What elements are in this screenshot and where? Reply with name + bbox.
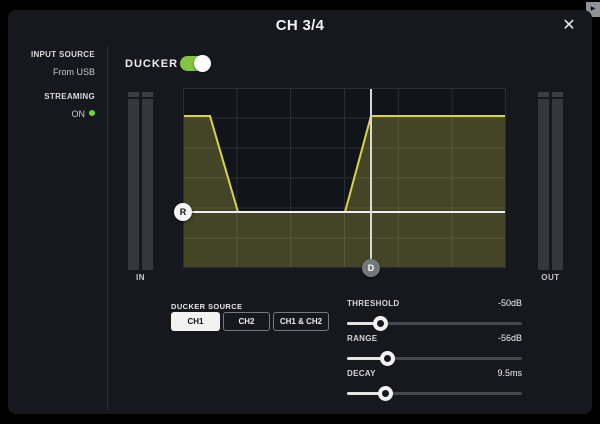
ducker-graph[interactable] <box>183 88 506 268</box>
decay-slider-knob[interactable] <box>378 386 393 401</box>
meter-level-segment <box>552 99 563 270</box>
input-source-label: INPUT SOURCE <box>30 50 95 59</box>
meter-level-segment <box>538 99 549 270</box>
slider-fill <box>347 322 381 325</box>
streaming-on-dot <box>89 110 95 116</box>
decay-slider-row: DECAY 9.5ms <box>347 368 522 401</box>
close-button[interactable]: ✕ <box>556 13 582 39</box>
range-value: -56dB <box>497 333 522 343</box>
ducker-source-ch2-button[interactable]: CH2 <box>223 312 270 331</box>
range-handle-label: R <box>179 207 187 217</box>
meter-level-segment <box>142 99 153 270</box>
meter-clip-segment <box>142 92 153 97</box>
threshold-value: -50dB <box>497 298 522 308</box>
out-meter-label: OUT <box>541 273 560 282</box>
meter-clip-segment <box>538 92 549 97</box>
ducker-toggle-knob[interactable] <box>194 55 211 72</box>
slider-fill <box>347 392 386 395</box>
range-handle[interactable]: R <box>174 203 192 221</box>
streaming-label: STREAMING <box>44 92 95 101</box>
decay-slider[interactable] <box>347 386 522 401</box>
ducker-source-ch1and2-button[interactable]: CH1 & CH2 <box>273 312 329 331</box>
slider-track[interactable] <box>347 322 522 325</box>
panel-divider <box>107 46 108 410</box>
range-label: RANGE <box>347 334 378 343</box>
ducker-source-ch1-button[interactable]: CH1 <box>171 312 220 331</box>
ducker-source-group: CH1 CH2 CH1 & CH2 <box>171 312 329 331</box>
input-source-value: From USB <box>52 67 95 77</box>
in-meter-right-bar <box>142 92 153 270</box>
slider-track[interactable] <box>347 357 522 360</box>
play-triangle-icon: ▶ <box>590 6 596 12</box>
page-title: CH 3/4 <box>275 17 325 34</box>
streaming-status: ON <box>10 109 95 119</box>
meter-clip-segment <box>128 92 139 97</box>
ducker-graph-svg <box>183 88 506 268</box>
decay-handle-label: D <box>367 263 375 273</box>
ducker-source-label: DUCKER SOURCE <box>171 302 243 311</box>
slider-fill <box>347 357 388 360</box>
meter-clip-segment <box>552 92 563 97</box>
meter-level-segment <box>128 99 139 270</box>
in-meter-label: IN <box>136 273 145 282</box>
decay-value: 9.5ms <box>497 368 522 378</box>
range-slider-row: RANGE -56dB <box>347 333 522 366</box>
channel-info-sidebar: INPUT SOURCE From USB STREAMING ON <box>10 50 95 119</box>
threshold-slider-knob[interactable] <box>372 316 388 331</box>
streaming-status-value: ON <box>71 109 86 119</box>
threshold-slider-row: THRESHOLD -50dB <box>347 298 522 331</box>
close-icon: ✕ <box>562 17 576 34</box>
range-slider-knob[interactable] <box>379 351 395 366</box>
range-slider[interactable] <box>347 351 522 366</box>
decay-handle[interactable]: D <box>362 259 380 277</box>
ducker-toggle[interactable] <box>180 55 211 72</box>
ducker-label: DUCKER <box>125 58 179 70</box>
slider-track[interactable] <box>347 392 522 395</box>
threshold-label: THRESHOLD <box>347 299 400 308</box>
out-meter-right-bar <box>552 92 563 270</box>
in-meter-left-bar <box>128 92 139 270</box>
out-meter-left-bar <box>538 92 549 270</box>
decay-label: DECAY <box>347 369 376 378</box>
threshold-slider[interactable] <box>347 316 522 331</box>
